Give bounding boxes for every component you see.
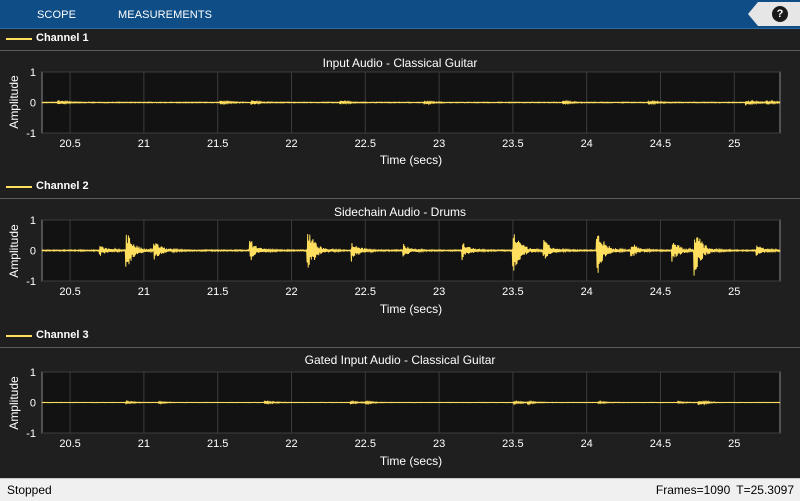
x-tick-label: 25 xyxy=(728,438,740,450)
help-icon[interactable]: ? xyxy=(772,6,788,22)
x-tick-label: 24 xyxy=(581,286,593,298)
plot-title-2: Sidechain Audio - Drums xyxy=(333,205,467,219)
x-tick-label: 24.5 xyxy=(650,438,671,450)
legend-channel-2[interactable]: Channel 2 xyxy=(0,177,800,197)
tab-scope[interactable]: SCOPE xyxy=(37,9,77,21)
x-tick-label: 23.5 xyxy=(502,438,523,450)
y-tick-label: 1 xyxy=(30,367,36,379)
sim-time: T=25.3097 xyxy=(736,483,794,497)
y-tick-label: 0 xyxy=(30,398,36,410)
y-tick-label: 0 xyxy=(30,98,36,110)
y-tick-label: 0 xyxy=(30,246,36,258)
tab-measurements[interactable]: MEASUREMENTS xyxy=(118,9,213,21)
x-tick-label: 21 xyxy=(138,438,150,450)
y-tick-label: -1 xyxy=(26,128,36,140)
y-tick-label: -1 xyxy=(26,428,36,440)
legend-channel-3[interactable]: Channel 3 xyxy=(0,326,800,346)
x-tick-label: 23 xyxy=(433,138,445,150)
x-tick-label: 23 xyxy=(433,438,445,450)
toolstrip: SCOPE MEASUREMENTS ? xyxy=(0,0,800,29)
x-tick-label: 20.5 xyxy=(59,138,80,150)
x-tick-label: 23 xyxy=(433,286,445,298)
divider xyxy=(0,198,800,199)
x-tick-label: 24 xyxy=(581,438,593,450)
plot-area-2[interactable]: 20.5 21 21.5 22 22.5 23 23.5 24 24.5 25 1 0 -1 xyxy=(0,148,800,328)
legend-line-icon xyxy=(6,38,32,40)
y-tick-label: -1 xyxy=(26,276,36,288)
x-tick-label: 23.5 xyxy=(502,138,523,150)
x-tick-label: 22 xyxy=(285,438,297,450)
divider xyxy=(0,347,800,348)
x-tick-label: 21.5 xyxy=(207,438,228,450)
legend-line-icon xyxy=(6,335,32,337)
x-tick-label: 23.5 xyxy=(502,286,523,298)
x-tick-label: 24 xyxy=(581,138,593,150)
legend-channel-1[interactable]: Channel 1 xyxy=(0,29,800,49)
x-tick-label: 22.5 xyxy=(355,286,376,298)
x-tick-label: 21 xyxy=(138,138,150,150)
x-tick-label: 25 xyxy=(728,138,740,150)
x-tick-label: 22 xyxy=(285,286,297,298)
x-tick-label: 20.5 xyxy=(59,438,80,450)
y-tick-label: 1 xyxy=(30,215,36,227)
y-tick-label: 1 xyxy=(30,67,36,79)
legend-label: Channel 1 xyxy=(36,32,89,44)
legend-label: Channel 3 xyxy=(36,329,89,341)
frames-count: Frames=1090 xyxy=(655,483,731,497)
x-tick-label: 21.5 xyxy=(207,286,228,298)
x-tick-label: 21.5 xyxy=(207,138,228,150)
plot-title-1: Input Audio - Classical Guitar xyxy=(322,56,478,70)
status-state: Stopped xyxy=(7,483,52,497)
waveform-trace xyxy=(41,99,781,106)
status-bar: Stopped Frames=1090 T=25.3097 xyxy=(0,478,800,501)
plot-area-3[interactable]: 20.5 21 21.5 22 22.5 23 23.5 24 24.5 25 1 0 -1 xyxy=(0,300,800,480)
x-axis-label-3: Time (secs) xyxy=(379,454,443,468)
divider xyxy=(0,50,800,51)
x-tick-label: 22.5 xyxy=(355,438,376,450)
help-button-container: ? xyxy=(748,2,800,26)
plot-title-3: Gated Input Audio - Classical Guitar xyxy=(304,353,496,367)
plot-area-1[interactable]: 20.5 21 21.5 22 22.5 23 23.5 24 24.5 25 1 0 -1 xyxy=(0,0,800,180)
status-readout: Frames=1090 T=25.3097 xyxy=(650,483,794,497)
x-tick-label: 20.5 xyxy=(59,286,80,298)
x-tick-label: 21 xyxy=(138,286,150,298)
x-axis-label-1: Time (secs) xyxy=(379,153,443,167)
x-tick-label: 22.5 xyxy=(355,138,376,150)
legend-line-icon xyxy=(6,186,32,188)
x-axis-label-2: Time (secs) xyxy=(379,302,443,316)
legend-label: Channel 2 xyxy=(36,180,89,192)
waveform-trace xyxy=(41,233,781,276)
x-tick-label: 24.5 xyxy=(650,286,671,298)
x-tick-label: 22 xyxy=(285,138,297,150)
x-tick-label: 24.5 xyxy=(650,138,671,150)
x-tick-label: 25 xyxy=(728,286,740,298)
waveform-trace xyxy=(41,399,781,406)
